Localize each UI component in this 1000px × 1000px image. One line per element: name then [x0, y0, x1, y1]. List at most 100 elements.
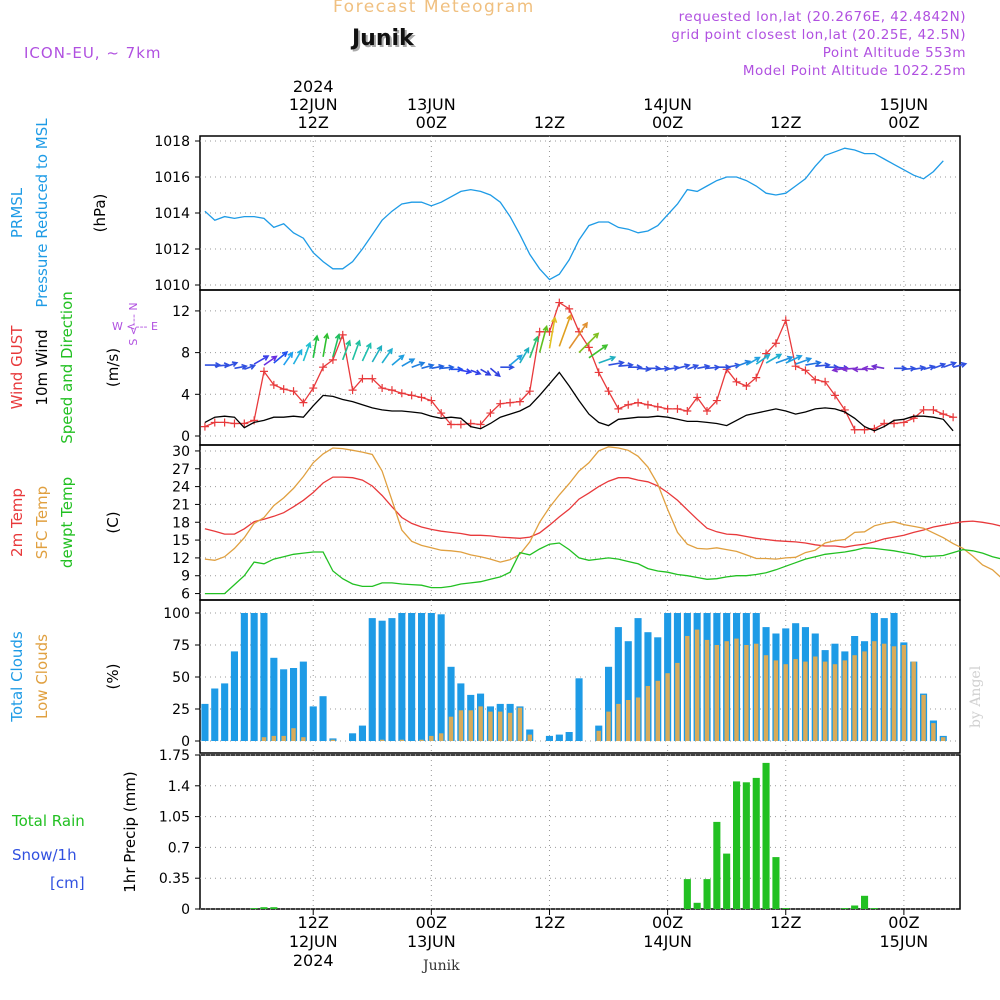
wind-arrow	[861, 365, 875, 372]
wind-arrow	[746, 356, 761, 366]
bar-clouds	[634, 618, 642, 741]
gust-marker	[801, 366, 810, 375]
y-tick-label: 27	[172, 462, 190, 478]
bar-low-clouds	[330, 739, 336, 741]
axis-label: Wind GUST	[8, 325, 26, 410]
bar-clouds	[211, 688, 219, 741]
gust-marker	[299, 398, 308, 407]
bar-precip	[723, 853, 731, 909]
y-tick-label: 30	[172, 444, 190, 460]
gust-marker	[919, 405, 928, 414]
y-tick-label: 50	[172, 670, 190, 686]
wind-arrow	[401, 358, 416, 367]
wind-arrow	[894, 365, 908, 372]
bar-low-clouds	[734, 638, 739, 741]
y-tick-label: 24	[172, 480, 190, 496]
wind-arrow	[588, 344, 609, 359]
axis-label: Low Clouds	[33, 634, 51, 719]
top-date-label: 12JUN	[289, 95, 338, 114]
wind-arrow	[361, 342, 372, 362]
panel-pressure: 1010 1012 1014 1016 1018 PRMSL Pressure Reduce…	[8, 118, 961, 308]
wind-arrow	[598, 355, 617, 364]
bar-precip	[270, 907, 278, 909]
bar-low-clouds	[872, 641, 877, 741]
gust-marker	[515, 397, 524, 406]
bar-low-clouds	[822, 661, 828, 741]
wind-arrow	[952, 361, 968, 368]
bar-low-clouds	[478, 706, 483, 741]
axis-unit: (C)	[104, 511, 122, 533]
bar-low-clouds	[291, 728, 296, 741]
wind-arrow	[381, 347, 393, 364]
gust-marker	[358, 374, 367, 383]
legend-total-rain: Total Rain	[11, 812, 85, 830]
bar-clouds	[270, 657, 278, 741]
bar-precip	[782, 908, 790, 909]
bar-low-clouds	[694, 629, 700, 741]
location-title: Junik	[352, 26, 414, 51]
wind-arrow	[657, 365, 671, 372]
wind-arrow	[568, 321, 588, 349]
panel-precip: 0 0.35 0.7 1.05 1.4 1.75 Total Rain Snow/1h [cm]…	[11, 748, 961, 918]
bar-precip	[861, 895, 869, 909]
top-date-label: 14JUN	[643, 95, 692, 114]
series-line-sfc-temp	[204, 446, 1000, 578]
gust-marker	[230, 419, 239, 428]
wind-arrow	[755, 353, 771, 365]
bar-clouds	[545, 735, 553, 741]
bar-precip	[693, 902, 701, 909]
gust-marker	[742, 381, 751, 390]
bar-low-clouds	[891, 646, 897, 741]
bottom-hour-label: 00Z	[888, 913, 919, 932]
bar-low-clouds	[379, 739, 385, 741]
bar-low-clouds	[842, 660, 847, 741]
wind-arrow	[608, 360, 625, 367]
gust-marker	[850, 425, 859, 434]
wind-arrow	[302, 341, 312, 362]
bar-low-clouds	[507, 712, 513, 741]
top-hour-label: 00Z	[888, 113, 919, 132]
wind-arrow	[480, 368, 492, 376]
gust-marker	[456, 420, 465, 429]
bar-clouds	[201, 703, 209, 741]
bar-clouds	[605, 666, 613, 741]
y-tick-label: 18	[172, 515, 190, 531]
gust-marker	[200, 422, 209, 431]
bar-clouds	[221, 683, 229, 741]
bar-low-clouds	[626, 700, 631, 741]
wind-arrow	[332, 332, 341, 358]
y-tick-label: 75	[172, 638, 190, 654]
gust-marker	[387, 386, 396, 395]
bar-clouds	[437, 614, 445, 741]
gust-marker	[427, 396, 436, 405]
wind-arrow	[341, 339, 352, 361]
gust-marker	[702, 406, 711, 415]
wind-arrow	[558, 313, 573, 347]
wind-arrow	[253, 355, 270, 365]
bar-low-clouds	[763, 655, 769, 741]
bar-low-clouds	[941, 737, 946, 741]
gust-marker	[496, 399, 505, 408]
bottom-date-label: 13JUN	[407, 932, 456, 951]
bar-clouds	[290, 668, 298, 741]
wind-arrow	[489, 367, 501, 378]
bar-low-clouds	[527, 734, 532, 741]
bottom-hour-label: 12Z	[298, 913, 329, 932]
bar-precip	[713, 821, 721, 909]
gust-marker	[417, 393, 426, 402]
bar-precip	[851, 905, 859, 909]
bar-precip	[752, 777, 760, 909]
wind-arrow	[273, 351, 289, 364]
bar-precip	[733, 781, 741, 909]
bar-clouds	[319, 696, 327, 741]
gust-marker	[929, 405, 938, 414]
gust-marker	[279, 385, 288, 394]
wind-arrow	[529, 335, 539, 359]
gust-marker	[653, 402, 662, 411]
gust-marker	[506, 398, 515, 407]
bar-low-clouds	[783, 664, 788, 741]
gust-marker	[624, 400, 633, 409]
bar-low-clouds	[724, 641, 729, 741]
